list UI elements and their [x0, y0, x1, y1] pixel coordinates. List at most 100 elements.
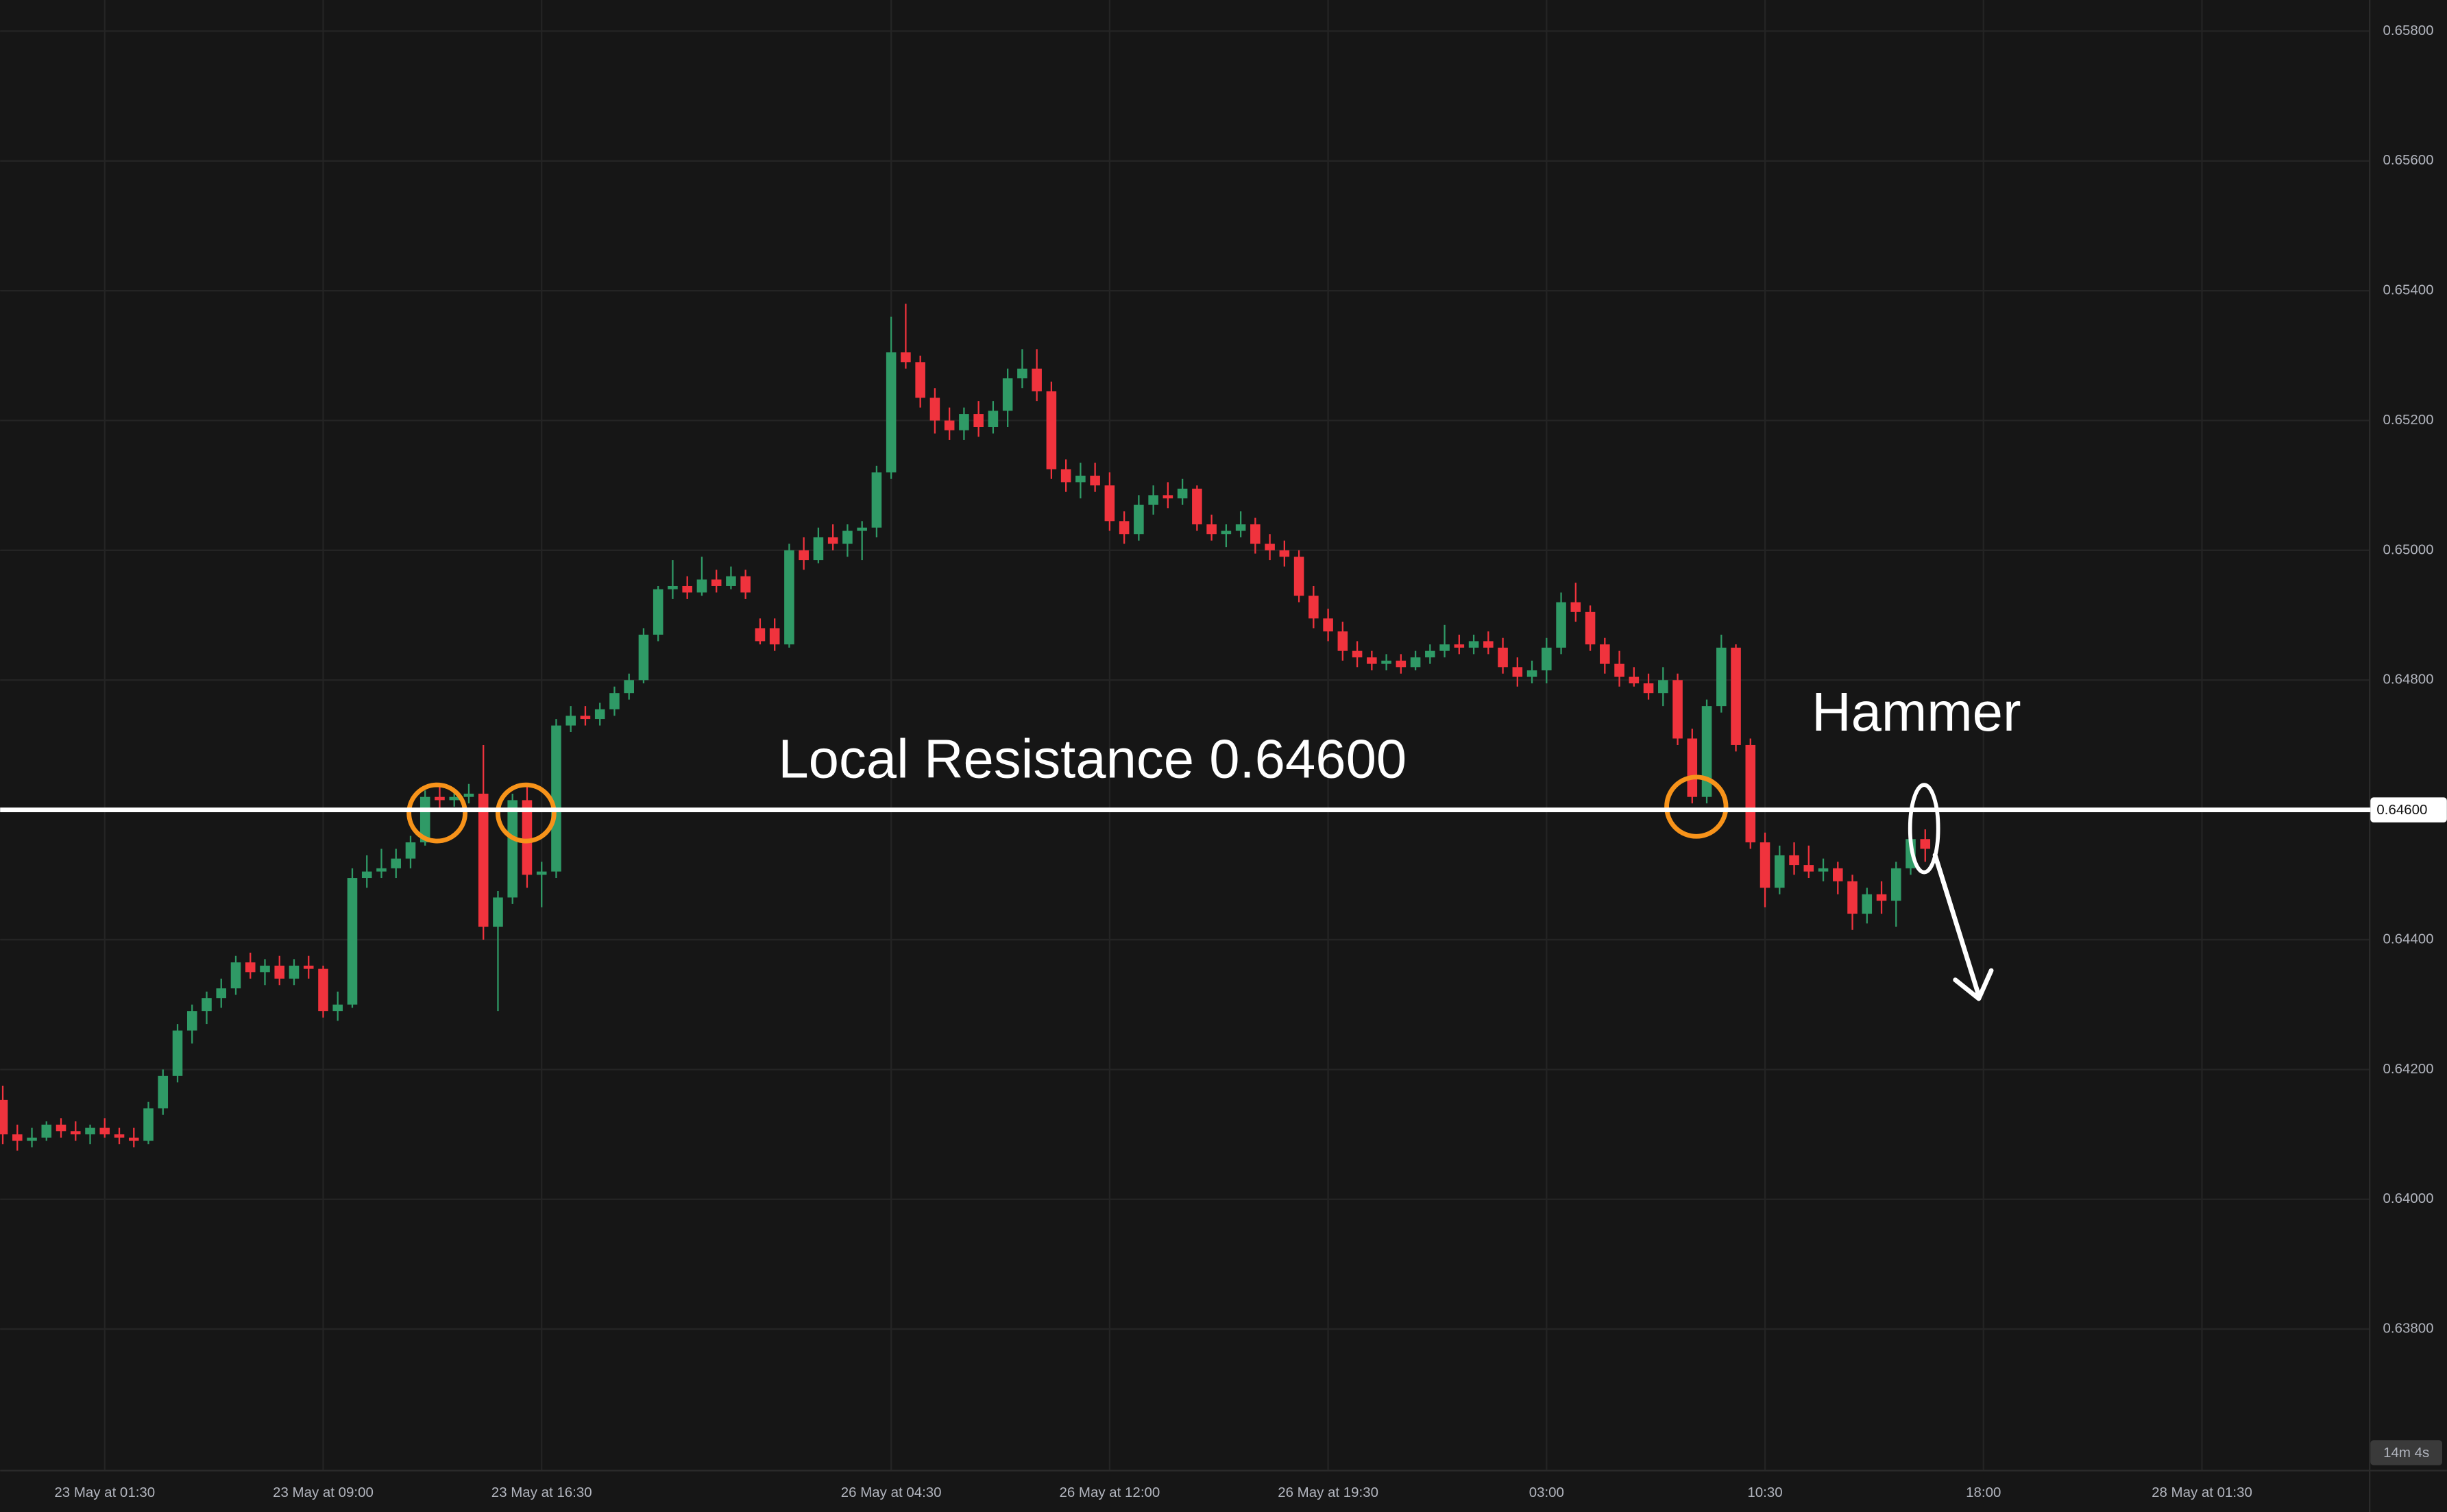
- candle-body: [1818, 868, 1829, 872]
- candle-body: [376, 868, 387, 872]
- candle-body: [1002, 378, 1013, 411]
- candle-body: [915, 362, 925, 398]
- candle-body: [449, 796, 460, 801]
- candle-body: [901, 352, 911, 363]
- candle-body: [944, 420, 955, 430]
- candle-body: [1760, 842, 1770, 888]
- candle-body: [522, 800, 533, 875]
- candle-body: [56, 1124, 66, 1132]
- candle-body: [478, 793, 489, 927]
- candle-body: [1206, 524, 1217, 535]
- candle-body: [493, 897, 503, 927]
- candle-body: [1293, 557, 1304, 596]
- candle-body: [274, 965, 285, 979]
- candle-body: [624, 680, 634, 694]
- candle-body: [12, 1134, 23, 1141]
- x-tick-label: 10:30: [1747, 1485, 1782, 1500]
- candle-body: [755, 628, 766, 642]
- y-tick-label: 0.65000: [2383, 541, 2433, 557]
- countdown: 14m 4s: [2383, 1445, 2429, 1461]
- candle-body: [1104, 485, 1115, 522]
- candle-body: [1090, 476, 1100, 486]
- highlight-circle: [406, 782, 467, 844]
- candle-body: [580, 716, 591, 720]
- candle-body: [668, 585, 678, 589]
- candle-body: [1629, 676, 1640, 683]
- candle-body: [1920, 839, 1931, 849]
- candle-body: [1134, 504, 1144, 535]
- grid: [0, 0, 2370, 1470]
- candle-body: [114, 1134, 125, 1138]
- candle-body: [1279, 550, 1290, 557]
- candle-body: [318, 968, 328, 1012]
- y-tick-label: 0.63800: [2383, 1320, 2433, 1336]
- y-tick-label: 0.65800: [2383, 23, 2433, 38]
- candle-body: [27, 1137, 37, 1141]
- candle-body: [1832, 868, 1843, 881]
- candle-body: [85, 1127, 95, 1135]
- annotation: Local Resistance 0.64600: [778, 728, 1407, 789]
- candle-body: [1542, 647, 1552, 671]
- candle-body: [1221, 531, 1232, 535]
- annotation: Hammer: [1812, 681, 2021, 742]
- candle-body: [696, 579, 707, 593]
- y-tick-label: 0.65200: [2383, 412, 2433, 428]
- candle-body: [799, 550, 809, 561]
- candle-body: [1367, 657, 1377, 664]
- candle-body: [1352, 650, 1363, 658]
- candle-body: [857, 527, 867, 531]
- x-tick-label: 23 May at 09:00: [273, 1485, 374, 1500]
- candles: [0, 304, 1931, 1151]
- candle-body: [682, 585, 692, 593]
- candle-body: [1119, 521, 1130, 535]
- candle-body: [813, 537, 824, 561]
- candle-body: [1410, 657, 1421, 668]
- y-tick-label: 0.64400: [2383, 931, 2433, 947]
- candle-body: [1614, 663, 1624, 677]
- candle-body: [959, 414, 969, 430]
- candle-body: [216, 988, 227, 999]
- candle-body: [1439, 644, 1450, 651]
- candle-body: [1701, 706, 1712, 797]
- candle-body: [128, 1137, 139, 1141]
- candle-body: [1570, 602, 1581, 612]
- candle-body: [871, 472, 882, 528]
- candle-body: [202, 998, 212, 1012]
- candle-body: [143, 1108, 154, 1141]
- candle-body: [1060, 469, 1071, 483]
- candle-body: [988, 411, 999, 428]
- candle-body: [1148, 495, 1158, 505]
- x-tick-label: 28 May at 01:30: [2152, 1485, 2252, 1500]
- arrow: [1932, 853, 1994, 1001]
- x-tick-label: 26 May at 04:30: [841, 1485, 942, 1500]
- candle-body: [842, 531, 853, 544]
- candle-body: [1731, 647, 1741, 745]
- candle-body: [1381, 660, 1391, 664]
- hammer-ellipse: [1908, 783, 1940, 875]
- price-tag: [2370, 797, 2447, 822]
- x-tick-label: 18:00: [1966, 1485, 2001, 1500]
- candle-body: [158, 1075, 169, 1109]
- candle-body: [929, 398, 940, 421]
- candle-body: [1876, 894, 1887, 901]
- candle-body: [186, 1011, 197, 1031]
- candle-body: [1046, 391, 1057, 470]
- x-tick-label: 23 May at 01:30: [54, 1485, 155, 1500]
- candle-body: [1468, 641, 1479, 648]
- candle-body: [1177, 488, 1188, 499]
- candle-body: [245, 962, 256, 973]
- candle-body: [1658, 680, 1668, 694]
- candle-body: [289, 965, 300, 979]
- candle-body: [551, 725, 561, 872]
- price-tag-label: 0.64600: [2376, 802, 2427, 818]
- candle-body: [769, 628, 780, 645]
- candle-body: [303, 965, 314, 969]
- candle-body: [638, 634, 649, 681]
- candle-body: [41, 1124, 52, 1138]
- candle-body: [1017, 368, 1027, 378]
- candle-body: [1890, 868, 1901, 901]
- candle-body: [347, 878, 358, 1005]
